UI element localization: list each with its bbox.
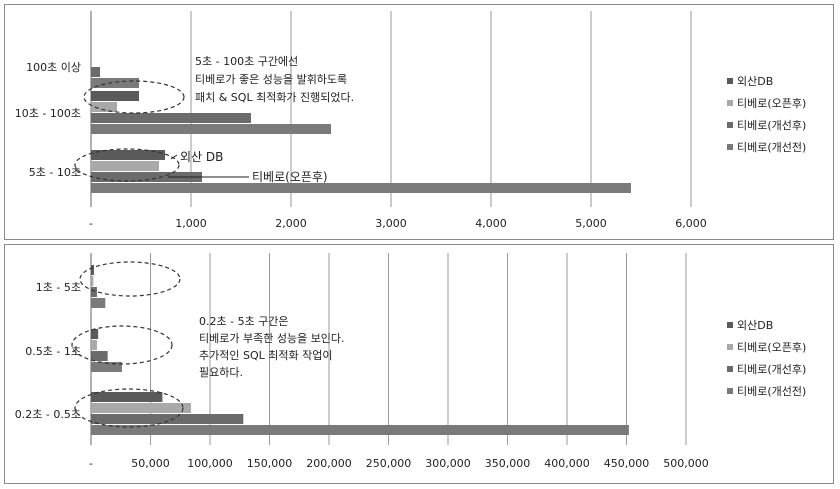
x-tick-label: - — [89, 457, 93, 470]
legend-swatch — [727, 322, 733, 328]
legend-swatch — [727, 122, 733, 128]
x-tick-label: 200,000 — [306, 457, 352, 470]
highlight-ellipse — [74, 148, 180, 182]
legend-label: 외산DB — [737, 319, 773, 332]
bar — [91, 392, 163, 402]
x-tick-label: 250,000 — [366, 457, 412, 470]
legend-swatch — [727, 78, 733, 84]
x-tick-label: 400,000 — [544, 457, 590, 470]
x-tick-label: 5,000 — [575, 217, 607, 230]
x-tick-label: - — [89, 217, 93, 230]
x-tick-label: 4,000 — [475, 217, 507, 230]
bar — [91, 276, 94, 286]
x-tick-label: 3,000 — [375, 217, 407, 230]
annotation-text: 외산 DB — [180, 150, 223, 164]
bar — [91, 403, 191, 413]
legend-label: 티베로(개선전) — [737, 385, 806, 398]
bar — [91, 78, 139, 88]
bar — [91, 150, 165, 160]
category-label: 1초 - 5초 — [36, 281, 81, 294]
x-tick-label: 2,000 — [275, 217, 307, 230]
bar — [91, 67, 100, 77]
highlight-ellipse — [74, 388, 184, 428]
x-tick-label: 50,000 — [131, 457, 170, 470]
annotation-text: 티베로가 좋은 성능을 발휘하도록 — [195, 72, 347, 86]
bar — [91, 362, 122, 372]
bar — [91, 113, 251, 123]
category-label: 5초 - 10초 — [29, 166, 81, 179]
x-tick-label: 150,000 — [247, 457, 293, 470]
bar — [91, 91, 139, 101]
legend-label: 티베로(개선전) — [737, 141, 806, 154]
bar — [91, 414, 244, 424]
bar-chart-top: - 1,000 2,000 3,000 4,000 5,000 6,000 100초 이상 10… — [15, 11, 806, 230]
category-label: 10초 - 100초 — [15, 107, 81, 120]
bar — [91, 172, 202, 182]
legend-label: 외산DB — [737, 75, 773, 88]
bar — [91, 425, 629, 435]
bar — [91, 329, 99, 339]
bar — [91, 102, 117, 112]
highlight-ellipse — [83, 80, 185, 114]
bar — [91, 124, 331, 134]
bar — [91, 287, 97, 297]
annotation-text: 5초 - 100초 구간에선 — [195, 55, 298, 68]
bar-chart-bottom: - 50,000 100,000 150,000 200,000 250,000 300,0… — [15, 253, 806, 470]
bar — [91, 183, 631, 193]
category-label: 100초 이상 — [26, 61, 81, 74]
x-tick-label: 300,000 — [425, 457, 471, 470]
x-tick-label: 450,000 — [604, 457, 650, 470]
annotation-leader-line — [170, 154, 178, 160]
category-label: 0.2초 - 0.5초 — [15, 408, 81, 421]
chart-panel-bottom: - 50,000 100,000 150,000 200,000 250,000 300,0… — [4, 244, 834, 484]
bar — [91, 265, 94, 275]
annotation-text: 0.2초 - 5초 구간은 — [199, 315, 289, 328]
legend-label: 티베로(오픈후) — [737, 341, 806, 354]
legend-label: 티베로(개선후) — [737, 363, 806, 376]
x-tick-label: 100,000 — [187, 457, 233, 470]
bar — [91, 340, 97, 350]
legend-swatch — [727, 388, 733, 394]
highlight-ellipse — [79, 261, 181, 297]
legend-swatch — [727, 344, 733, 350]
x-tick-label: 6,000 — [675, 217, 707, 230]
category-label: 0.5초 - 1초 — [25, 345, 81, 358]
bar — [91, 161, 159, 171]
x-tick-label: 500,000 — [663, 457, 709, 470]
x-tick-label: 1,000 — [175, 217, 207, 230]
annotation-text: 추가적인 SQL 최적화 작업이 — [199, 349, 332, 362]
legend-swatch — [727, 144, 733, 150]
annotation-text: 패치 & SQL 최적화가 진행되었다. — [195, 91, 354, 104]
legend-swatch — [727, 366, 733, 372]
highlight-ellipse — [71, 325, 173, 365]
annotation-text: 티베로가 부족한 성능을 보인다. — [199, 332, 345, 345]
legend-label: 티베로(개선후) — [737, 119, 806, 132]
chart-panel-top: - 1,000 2,000 3,000 4,000 5,000 6,000 100초 이상 10… — [4, 4, 834, 240]
legend-swatch — [727, 100, 733, 106]
x-tick-label: 350,000 — [485, 457, 531, 470]
annotation-text: 티베로(오픈후) — [252, 170, 328, 184]
bar — [91, 351, 108, 361]
legend-label: 티베로(오픈후) — [737, 97, 806, 110]
annotation-text: 필요하다. — [199, 365, 243, 379]
bar — [91, 298, 106, 308]
